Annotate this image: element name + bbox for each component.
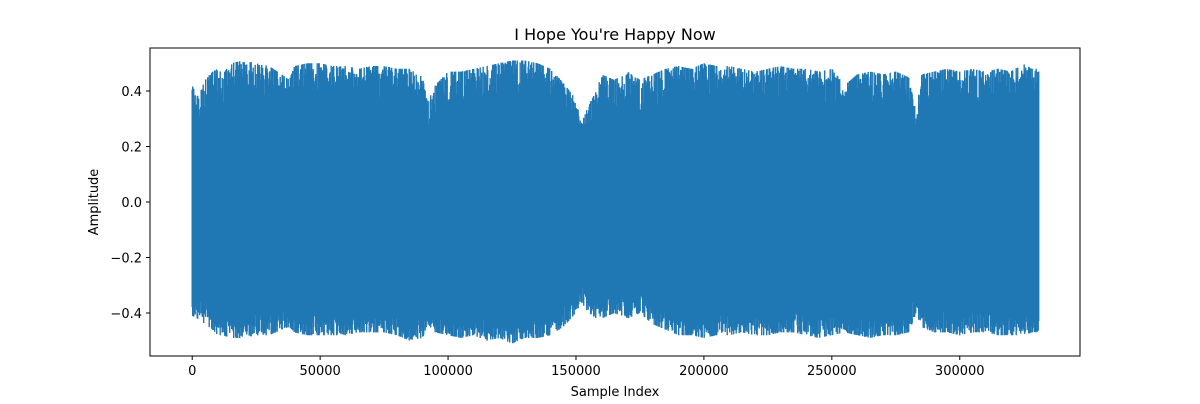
y-axis-label: Amplitude bbox=[87, 169, 102, 236]
waveform-core bbox=[192, 124, 1040, 275]
chart-title: I Hope You're Happy Now bbox=[514, 25, 715, 44]
x-axis-label: Sample Index bbox=[571, 385, 660, 400]
x-tick-label: 100000 bbox=[423, 364, 473, 379]
x-tick-label: 200000 bbox=[679, 364, 729, 379]
y-axis: −0.4 −0.2 0.0 0.2 0.4 bbox=[110, 85, 150, 322]
x-tick-label: 250000 bbox=[807, 364, 857, 379]
y-tick-label: 0.2 bbox=[121, 141, 142, 156]
x-tick-label: 150000 bbox=[551, 364, 601, 379]
x-tick-label: 50000 bbox=[299, 364, 340, 379]
x-axis: 0 50000 100000 150000 200000 250000 300000 bbox=[188, 356, 985, 379]
x-tick-label: 300000 bbox=[935, 364, 985, 379]
y-tick-label: 0.0 bbox=[121, 196, 142, 211]
y-tick-label: −0.4 bbox=[110, 307, 142, 322]
x-tick-label: 0 bbox=[188, 364, 196, 379]
y-tick-label: −0.2 bbox=[110, 251, 142, 266]
plot-area bbox=[191, 60, 1040, 344]
y-tick-label: 0.4 bbox=[121, 85, 142, 100]
